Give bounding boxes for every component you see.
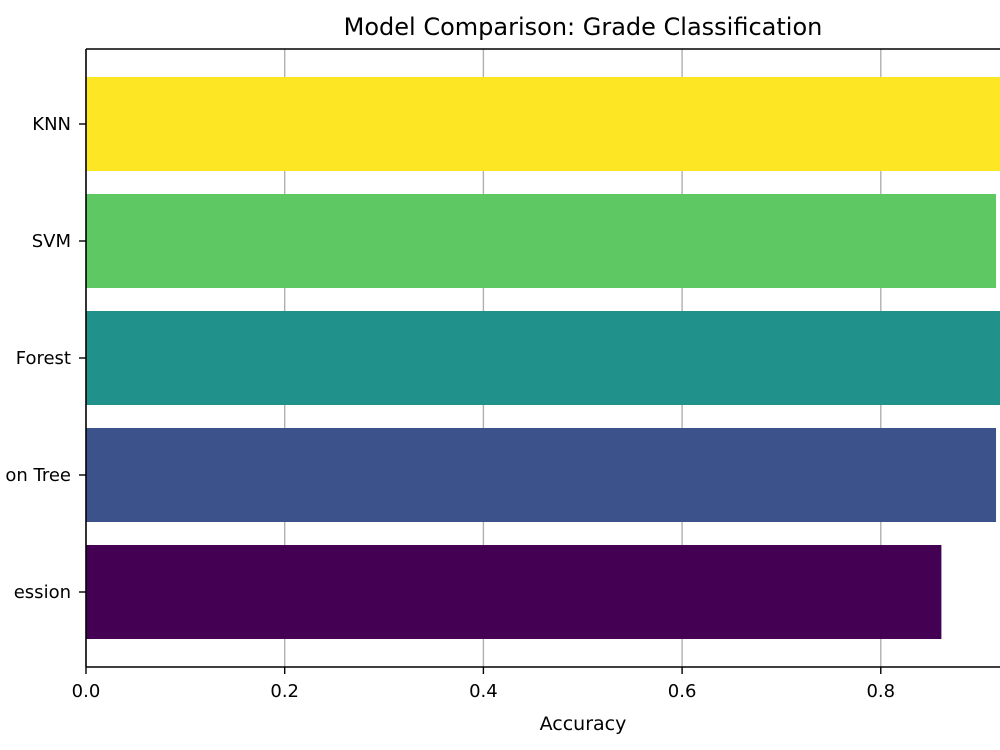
x-tick-label: 0.2 <box>270 681 299 702</box>
y-tick-label: KNN <box>32 114 71 135</box>
bar-decision-tree <box>86 428 997 522</box>
bar-svm <box>86 194 997 288</box>
y-tick-label: ession <box>14 582 71 603</box>
bars-group <box>86 77 1000 639</box>
y-tick-label: Forest <box>16 348 71 369</box>
y-axis-ticks: ession on Tree Forest SVM KNN <box>5 114 86 603</box>
x-tick-label: 0.6 <box>668 681 697 702</box>
bar-random-forest <box>86 311 1000 405</box>
y-tick-label: SVM <box>32 231 71 252</box>
x-tick-label: 0.0 <box>72 681 101 702</box>
x-tick-label: 0.4 <box>469 681 498 702</box>
x-axis-ticks: 0.0 0.2 0.4 0.6 0.8 <box>72 667 895 702</box>
chart-title: Model Comparison: Grade Classification <box>344 13 823 41</box>
x-axis-label: Accuracy <box>540 713 627 735</box>
x-tick-label: 0.8 <box>866 681 895 702</box>
bar-logistic-regression <box>86 545 942 639</box>
y-tick-label: on Tree <box>5 465 71 486</box>
bar-knn <box>86 77 1000 171</box>
